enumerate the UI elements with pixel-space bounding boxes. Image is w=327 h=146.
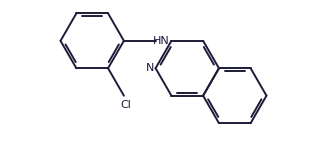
Text: N: N [146, 63, 154, 73]
Text: Cl: Cl [120, 100, 131, 110]
Text: HN: HN [153, 36, 170, 46]
